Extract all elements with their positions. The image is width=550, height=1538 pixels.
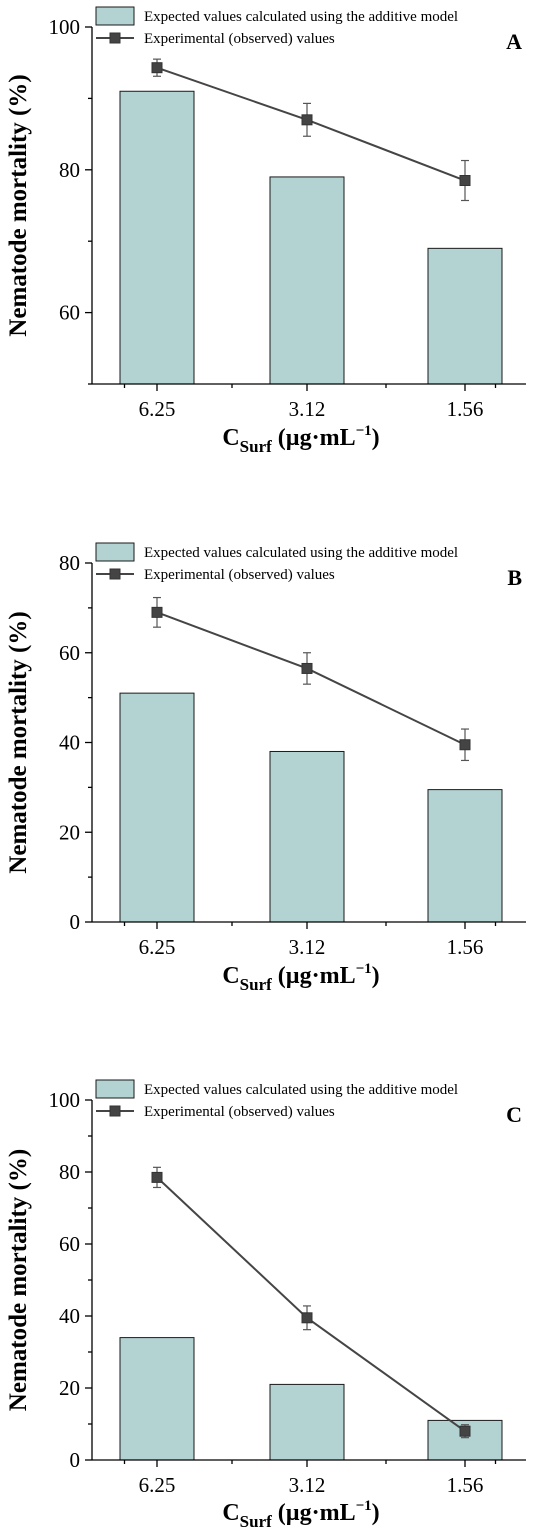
x-tick-label: 3.12: [289, 1473, 326, 1497]
chart-panel-c: 0 20 40 60 80 100 6.25 3.12 1.56 Expected values …: [5, 1079, 526, 1531]
legend-label-expected: Expected values calculated using the add…: [144, 1082, 458, 1098]
observed-point-1.56: [459, 739, 471, 751]
x-axis-label-sub: Surf: [240, 437, 272, 456]
bar-6.25: [119, 692, 195, 923]
x-axis-label-main: C: [222, 1500, 239, 1526]
observed-point-6.25: [151, 606, 163, 618]
x-tick-label: 6.25: [139, 935, 176, 959]
x-axis-label-unit: (µg·mL: [272, 1500, 356, 1526]
x-tick-label: 6.25: [139, 397, 176, 421]
y-tick-label: 60: [59, 1232, 80, 1256]
panel-letter: B: [507, 565, 522, 590]
panel-letter: C: [506, 1102, 522, 1127]
bar-1.56: [427, 1419, 503, 1461]
observed-point-3.12: [301, 1312, 313, 1324]
legend-bar-swatch: [95, 1079, 135, 1099]
x-axis-label-sub: Surf: [240, 1512, 272, 1531]
bar-3.12: [269, 176, 345, 385]
y-tick-label: 0: [70, 1448, 81, 1472]
x-tick-label: 3.12: [289, 397, 326, 421]
x-axis-label-close: ): [372, 425, 380, 451]
x-axis-label-main: C: [222, 963, 239, 989]
y-tick-label: 20: [59, 1376, 80, 1400]
x-tick-label: 1.56: [447, 397, 484, 421]
bar-1.56: [427, 247, 503, 385]
legend-bar-swatch: [95, 542, 135, 562]
legend-marker-swatch: [109, 1105, 121, 1117]
x-axis-label: CSurf (µg·mL−1): [222, 961, 379, 994]
x-tick-label: 1.56: [447, 1473, 484, 1497]
legend-label-expected: Expected values calculated using the add…: [144, 9, 458, 25]
observed-point-6.25: [151, 62, 163, 74]
y-tick-label: 60: [59, 641, 80, 665]
legend-label-observed: Experimental (observed) values: [144, 31, 335, 47]
panel-letter: A: [506, 29, 522, 54]
observed-point-3.12: [301, 662, 313, 674]
observed-line: [156, 611, 466, 746]
chart-panel-b: 0 20 40 60 80 6.25 3.12 1.56 Expected values cal…: [5, 542, 526, 994]
observed-point-1.56: [459, 175, 471, 187]
legend-marker-swatch: [109, 568, 121, 580]
y-tick-label: 100: [49, 1088, 81, 1112]
bar-6.25: [119, 90, 195, 385]
legend-label-observed: Experimental (observed) values: [144, 567, 335, 583]
x-axis-label-unit: (µg·mL: [272, 963, 356, 989]
bar-6.25: [119, 1337, 195, 1461]
x-axis-label-close: ): [372, 1500, 380, 1526]
y-tick-label: 0: [70, 910, 81, 934]
y-axis-label: Nematode mortality (%): [5, 1149, 32, 1411]
bar-3.12: [269, 1383, 345, 1461]
y-tick-label: 40: [59, 731, 80, 755]
bar-1.56: [427, 789, 503, 923]
x-tick-label: 1.56: [447, 935, 484, 959]
x-tick-label: 3.12: [289, 935, 326, 959]
y-tick-label: 80: [59, 1160, 80, 1184]
chart-panel-a: 60 80 100 6.25 3.12 1.56 Expected values calcu…: [5, 6, 526, 456]
observed-point-3.12: [301, 114, 313, 126]
x-axis-label: CSurf (µg·mL−1): [222, 1498, 379, 1531]
observed-point-1.56: [459, 1425, 471, 1437]
x-axis-label-unit: (µg·mL: [272, 425, 356, 451]
x-axis-label-close: ): [372, 963, 380, 989]
x-axis-label: CSurf (µg·mL−1): [222, 423, 379, 456]
x-tick-label: 6.25: [139, 1473, 176, 1497]
legend-bar-swatch: [95, 6, 135, 26]
observed-point-6.25: [151, 1171, 163, 1183]
legend-label-expected: Expected values calculated using the add…: [144, 545, 458, 561]
x-axis-label-sup: −1: [356, 423, 372, 439]
y-tick-label: 20: [59, 820, 80, 844]
y-tick-label: 60: [59, 301, 80, 325]
x-axis-label-sub: Surf: [240, 975, 272, 994]
x-axis-label-sup: −1: [356, 1498, 372, 1514]
x-axis-label-sup: −1: [356, 961, 372, 977]
bar-3.12: [269, 750, 345, 923]
legend-marker-swatch: [109, 32, 121, 44]
y-tick-label: 40: [59, 1304, 80, 1328]
y-tick-label: 80: [59, 158, 80, 182]
x-axis-label-main: C: [222, 425, 239, 451]
y-axis-label: Nematode mortality (%): [5, 74, 32, 336]
y-tick-label: 80: [59, 551, 80, 575]
y-tick-label: 100: [49, 15, 81, 39]
y-axis-label: Nematode mortality (%): [5, 611, 32, 873]
legend-label-observed: Experimental (observed) values: [144, 1104, 335, 1120]
